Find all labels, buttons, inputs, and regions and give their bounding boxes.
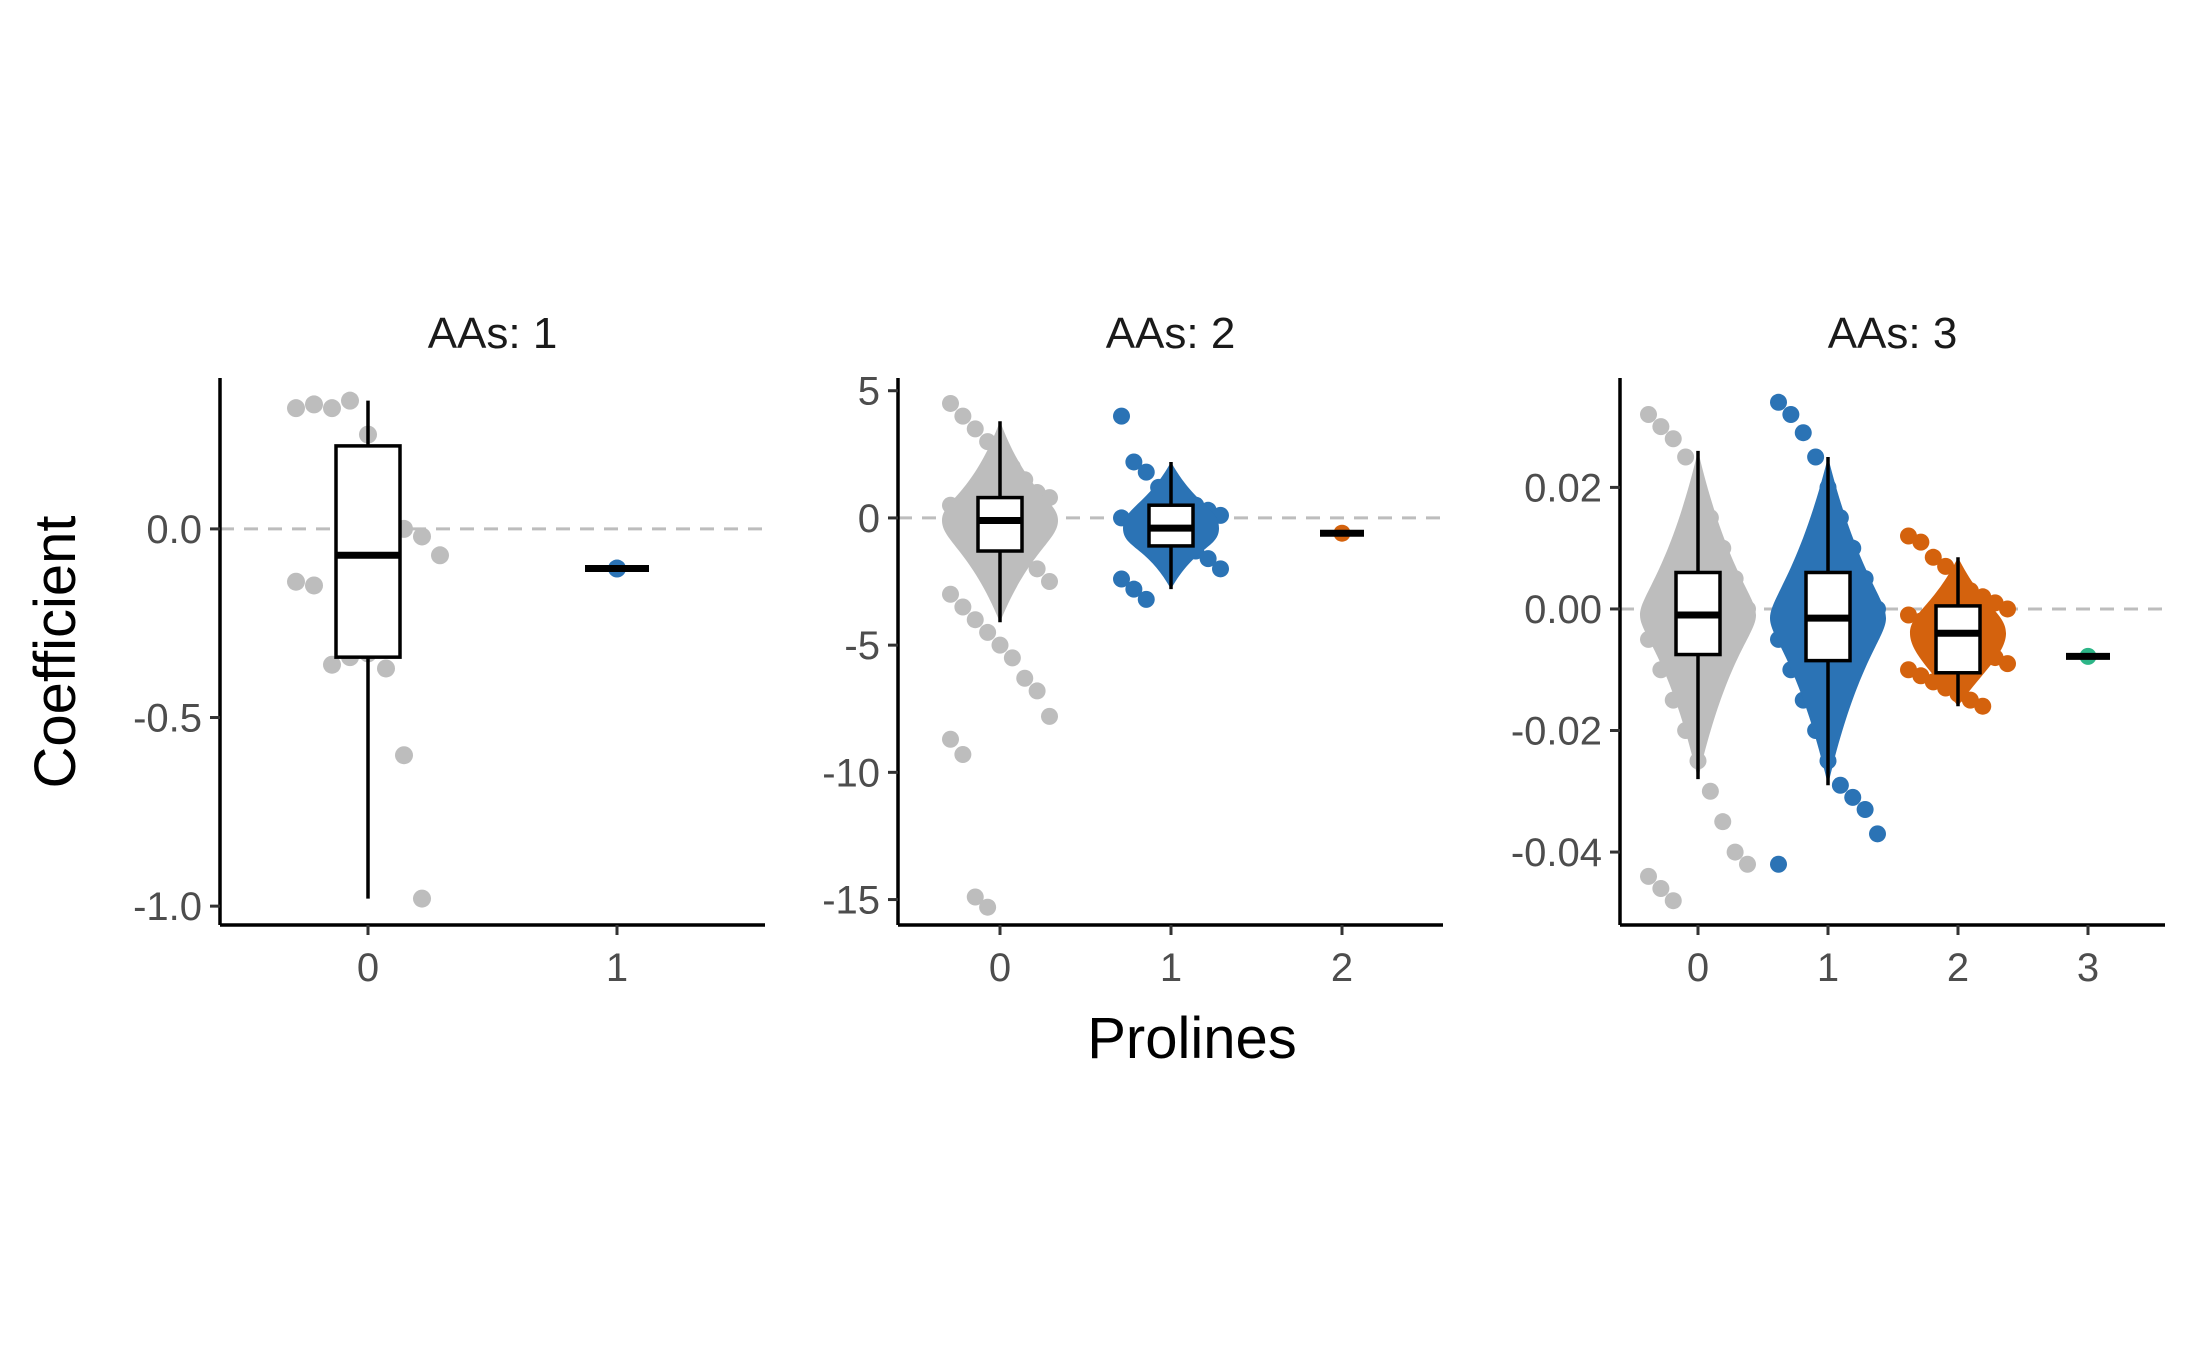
data-point (1016, 669, 1034, 687)
data-point (1770, 855, 1787, 873)
y-tick-label: -0.02 (1511, 710, 1602, 754)
data-point (1924, 548, 1942, 566)
data-point (1652, 418, 1670, 436)
data-point (1677, 448, 1695, 466)
panel-title: AAs: 2 (1106, 309, 1236, 358)
x-tick-label: 2 (1331, 946, 1353, 990)
x-tick-label: 1 (606, 946, 628, 990)
data-point (1113, 407, 1130, 425)
y-tick-label: 0.00 (1524, 588, 1602, 632)
data-point (1652, 880, 1670, 898)
data-point (1137, 463, 1155, 481)
box-iqr (976, 495, 1024, 553)
data-point (1714, 813, 1732, 831)
data-point (1807, 448, 1825, 466)
data-point (1113, 570, 1130, 588)
data-point (1831, 776, 1849, 794)
x-tick-label: 3 (2077, 946, 2099, 990)
x-tick-label: 0 (989, 946, 1011, 990)
data-point (1125, 580, 1143, 598)
data-point (942, 730, 959, 748)
data-point (287, 572, 305, 591)
x-tick-label: 0 (1687, 946, 1709, 990)
data-point (1664, 892, 1682, 910)
data-point (1782, 405, 1800, 423)
y-tick-label: -1.0 (133, 885, 202, 929)
data-point (1794, 424, 1812, 442)
box-iqr (334, 444, 402, 659)
data-point (1974, 697, 1992, 715)
data-point (323, 399, 341, 418)
data-point (979, 623, 997, 641)
data-point (1028, 682, 1046, 700)
data-point (1739, 855, 1756, 873)
data-point (954, 746, 972, 764)
y-axis-title: Coefficient (23, 516, 88, 789)
y-tick-label: 0.0 (146, 508, 202, 552)
panel-title: AAs: 3 (1828, 309, 1958, 358)
data-point (1937, 557, 1955, 575)
x-axis-title: Prolines (1087, 1006, 1297, 1071)
y-tick-label: -5 (844, 624, 880, 668)
data-point (341, 391, 359, 410)
data-point (377, 659, 395, 678)
data-point (966, 611, 984, 629)
data-point (1041, 573, 1058, 591)
x-tick-label: 1 (1817, 946, 1839, 990)
data-point (1844, 788, 1862, 806)
data-point (1664, 430, 1682, 448)
data-point (1770, 393, 1787, 411)
data-point (1137, 590, 1155, 608)
data-point (942, 585, 959, 603)
data-point (1701, 782, 1719, 800)
data-point (1640, 867, 1657, 885)
data-point (305, 576, 323, 595)
x-tick-label: 1 (1160, 946, 1182, 990)
data-point (954, 407, 972, 425)
data-point (287, 399, 305, 418)
data-point (1125, 453, 1143, 471)
data-point (991, 636, 1009, 654)
data-point (395, 746, 413, 765)
data-point (1640, 405, 1657, 423)
y-tick-label: -15 (822, 879, 880, 923)
data-point (1869, 825, 1886, 843)
data-point (1028, 560, 1046, 578)
x-tick-label: 0 (357, 946, 379, 990)
box-iqr (1934, 604, 1982, 675)
data-point (431, 546, 449, 565)
y-tick-label: -10 (822, 751, 880, 795)
y-tick-label: 0.02 (1524, 466, 1602, 510)
panel-aas-2: AAs: 2 -15 -10 -5 0 5 0 1 2 (822, 309, 1443, 990)
y-tick-label: 0 (858, 497, 880, 541)
y-tick-label: -0.5 (133, 697, 202, 741)
panel-aas-3: AAs: 3 -0.04 -0.02 0.00 0.02 0 1 2 3 (1511, 309, 2165, 990)
data-point (323, 655, 341, 674)
y-tick-label: -0.04 (1511, 831, 1602, 875)
data-point (413, 889, 431, 908)
data-point (942, 394, 959, 412)
data-point (1041, 707, 1058, 725)
data-point (1912, 533, 1930, 551)
data-point (1999, 655, 2016, 673)
data-point (966, 420, 984, 438)
x-tick-label: 2 (1947, 946, 1969, 990)
data-point (305, 395, 323, 414)
data-point (954, 598, 972, 616)
data-point (966, 888, 984, 906)
panel-title: AAs: 1 (428, 309, 558, 358)
y-tick-label: 5 (858, 370, 880, 414)
data-point (979, 898, 997, 916)
data-point (1856, 801, 1874, 819)
data-point (1199, 550, 1217, 568)
data-point (1726, 843, 1744, 861)
panel-aas-1: AAs: 1 -1.0 -0.5 0.0 0 1 (133, 309, 765, 990)
data-point (1003, 649, 1021, 667)
data-point (413, 527, 431, 546)
data-point (1212, 560, 1229, 578)
data-point (1999, 600, 2016, 618)
